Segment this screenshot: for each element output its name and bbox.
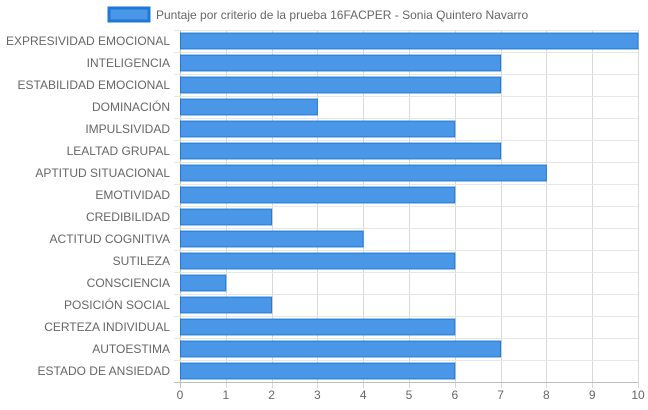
y-tick-label: ACTITUD COGNITIVA bbox=[50, 232, 170, 246]
bar[interactable] bbox=[180, 340, 502, 358]
bar[interactable] bbox=[180, 76, 502, 94]
x-tick-label: 8 bbox=[543, 388, 550, 402]
legend[interactable]: Puntaje por criterio de la prueba 16FACP… bbox=[107, 6, 529, 23]
y-tick-label: INTELIGENCIA bbox=[87, 56, 170, 70]
x-tick-label: 7 bbox=[497, 388, 504, 402]
bar[interactable] bbox=[180, 362, 456, 380]
x-tick-label: 6 bbox=[451, 388, 458, 402]
y-tick-label: EXPRESIVIDAD EMOCIONAL bbox=[6, 34, 170, 48]
bar[interactable] bbox=[180, 318, 456, 336]
x-axis-labels: 0 1 2 3 4 5 6 7 8 9 10 bbox=[177, 388, 645, 402]
bar[interactable] bbox=[180, 54, 502, 72]
y-tick-label: CERTEZA INDIVIDUAL bbox=[44, 320, 170, 334]
bars bbox=[180, 32, 639, 380]
y-axis-labels: EXPRESIVIDAD EMOCIONAL INTELIGENCIA ESTABI… bbox=[6, 34, 170, 378]
x-tick-label: 0 bbox=[177, 388, 184, 402]
y-tick-label: LEALTAD GRUPAL bbox=[67, 144, 171, 158]
bar[interactable] bbox=[180, 98, 318, 116]
x-tick-label: 10 bbox=[631, 388, 645, 402]
x-tick-label: 9 bbox=[589, 388, 596, 402]
x-tick-label: 5 bbox=[406, 388, 413, 402]
y-tick-label: CREDIBILIDAD bbox=[86, 210, 170, 224]
x-tick-label: 1 bbox=[222, 388, 229, 402]
bar[interactable] bbox=[180, 208, 273, 226]
x-tick-label: 3 bbox=[314, 388, 321, 402]
y-tick-label: ESTADO DE ANSIEDAD bbox=[38, 364, 171, 378]
bar[interactable] bbox=[180, 186, 456, 204]
y-tick-label: ESTABILIDAD EMOCIONAL bbox=[18, 78, 171, 92]
bar[interactable] bbox=[180, 296, 273, 314]
bar[interactable] bbox=[180, 252, 456, 270]
y-tick-label: AUTOESTIMA bbox=[92, 342, 170, 356]
bar[interactable] bbox=[180, 230, 364, 248]
y-tick-label: POSICIÓN SOCIAL bbox=[64, 297, 170, 312]
bar[interactable] bbox=[180, 32, 639, 50]
y-tick-label: EMOTIVIDAD bbox=[95, 188, 170, 202]
legend-swatch bbox=[107, 6, 151, 23]
y-tick-label: SUTILEZA bbox=[113, 254, 170, 268]
x-tick-label: 2 bbox=[268, 388, 275, 402]
y-tick-label: APTITUD SITUACIONAL bbox=[35, 166, 170, 180]
y-tick-label: CONSCIENCIA bbox=[87, 276, 170, 290]
y-tick-label: IMPULSIVIDAD bbox=[85, 122, 170, 136]
bar[interactable] bbox=[180, 164, 547, 182]
x-tick-label: 4 bbox=[360, 388, 367, 402]
bar[interactable] bbox=[180, 120, 456, 138]
legend-label: Puntaje por criterio de la prueba 16FACP… bbox=[156, 8, 529, 22]
bar[interactable] bbox=[180, 274, 227, 292]
y-tick-label: DOMINACIÓN bbox=[92, 99, 170, 114]
bar[interactable] bbox=[180, 142, 502, 160]
